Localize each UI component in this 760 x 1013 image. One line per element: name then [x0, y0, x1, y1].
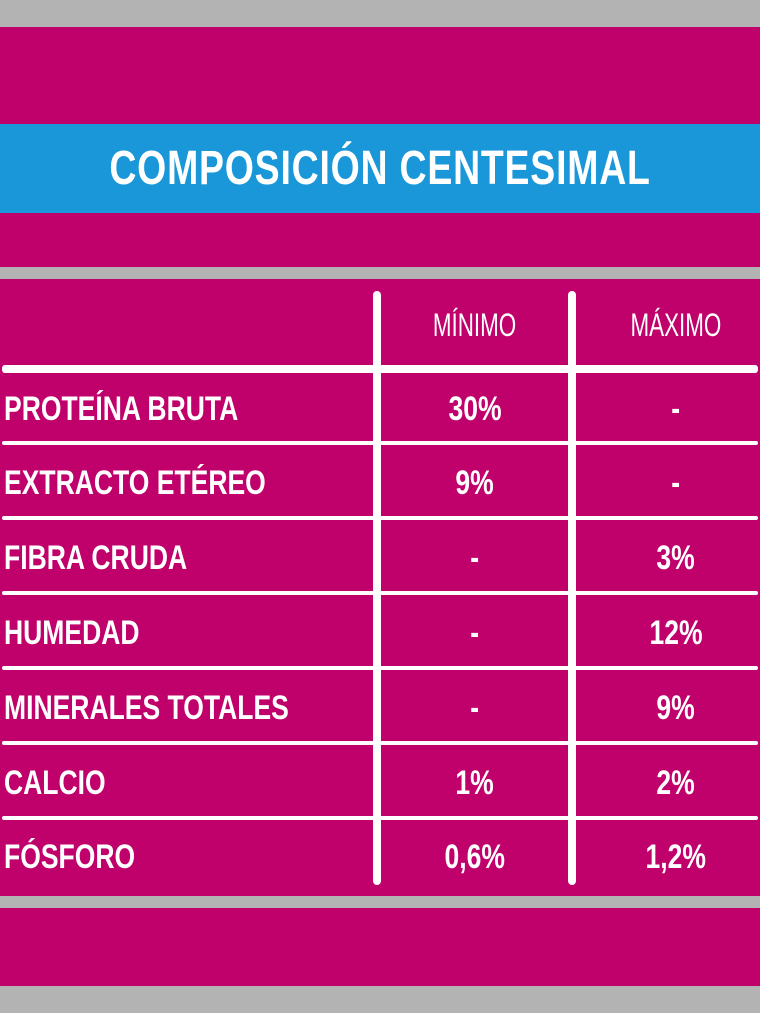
max-value-text: 3%: [656, 538, 696, 577]
min-value: 30%: [381, 374, 569, 444]
row-divider: [2, 591, 758, 595]
min-value-text: -: [470, 538, 480, 577]
max-value: 3%: [576, 523, 760, 593]
under-title-band: [0, 213, 760, 267]
row-label: FIBRA CRUDA: [4, 523, 364, 593]
min-value: -: [381, 523, 569, 593]
column-header-minimo: MÍNIMO: [381, 290, 569, 360]
column-divider-1: [373, 291, 381, 885]
row-label-text: CALCIO: [4, 763, 106, 802]
min-value: 1%: [381, 748, 569, 818]
column-divider-2: [568, 291, 576, 885]
column-header-label: MÁXIMO: [630, 306, 722, 343]
row-label-text: PROTEÍNA BRUTA: [4, 389, 239, 428]
min-value-text: 0,6%: [444, 837, 506, 876]
page-title: COMPOSICIÓN CENTESIMAL: [109, 142, 651, 195]
min-value-text: -: [470, 688, 480, 727]
max-value-text: 9%: [656, 688, 696, 727]
bottom-grey-band: [0, 986, 760, 1013]
max-value-text: 1,2%: [645, 837, 707, 876]
row-label-text: HUMEDAD: [4, 613, 140, 652]
row-label: HUMEDAD: [4, 598, 364, 668]
separator-grey-band: [0, 267, 760, 279]
header-divider: [2, 365, 758, 373]
row-label: MINERALES TOTALES: [4, 673, 364, 743]
row-divider: [2, 666, 758, 670]
max-value-text: 12%: [649, 613, 703, 652]
max-value: 1,2%: [576, 822, 760, 892]
max-value: -: [576, 374, 760, 444]
row-divider: [2, 441, 758, 445]
max-value-text: -: [671, 463, 681, 502]
column-header-label: MÍNIMO: [433, 306, 517, 343]
top-magenta-band: [0, 27, 760, 124]
max-value: -: [576, 448, 760, 518]
row-label: FÓSFORO: [4, 822, 364, 892]
title-container: COMPOSICIÓN CENTESIMAL: [0, 124, 760, 213]
min-value-text: 1%: [455, 763, 495, 802]
row-divider: [2, 816, 758, 820]
row-label-text: EXTRACTO ETÉREO: [4, 463, 266, 502]
max-value-text: 2%: [656, 763, 696, 802]
column-header-maximo: MÁXIMO: [578, 290, 760, 360]
max-value: 9%: [576, 673, 760, 743]
row-label-text: FIBRA CRUDA: [4, 538, 188, 577]
row-divider: [2, 741, 758, 745]
min-value-text: 9%: [455, 463, 495, 502]
max-value: 12%: [576, 598, 760, 668]
row-label: CALCIO: [4, 748, 364, 818]
row-label: PROTEÍNA BRUTA: [4, 374, 364, 444]
max-value: 2%: [576, 748, 760, 818]
bottom-magenta-band: [0, 908, 760, 986]
row-label: EXTRACTO ETÉREO: [4, 448, 364, 518]
min-value: -: [381, 598, 569, 668]
top-grey-band: [0, 0, 760, 27]
min-value: 9%: [381, 448, 569, 518]
min-value-text: -: [470, 613, 480, 652]
row-label-text: MINERALES TOTALES: [4, 688, 289, 727]
min-value-text: 30%: [448, 389, 502, 428]
min-value: 0,6%: [381, 822, 569, 892]
row-divider: [2, 516, 758, 520]
max-value-text: -: [671, 389, 681, 428]
title-banner: [0, 124, 760, 213]
row-label-text: FÓSFORO: [4, 837, 136, 876]
bottom-separator-band: [0, 896, 760, 908]
min-value: -: [381, 673, 569, 743]
